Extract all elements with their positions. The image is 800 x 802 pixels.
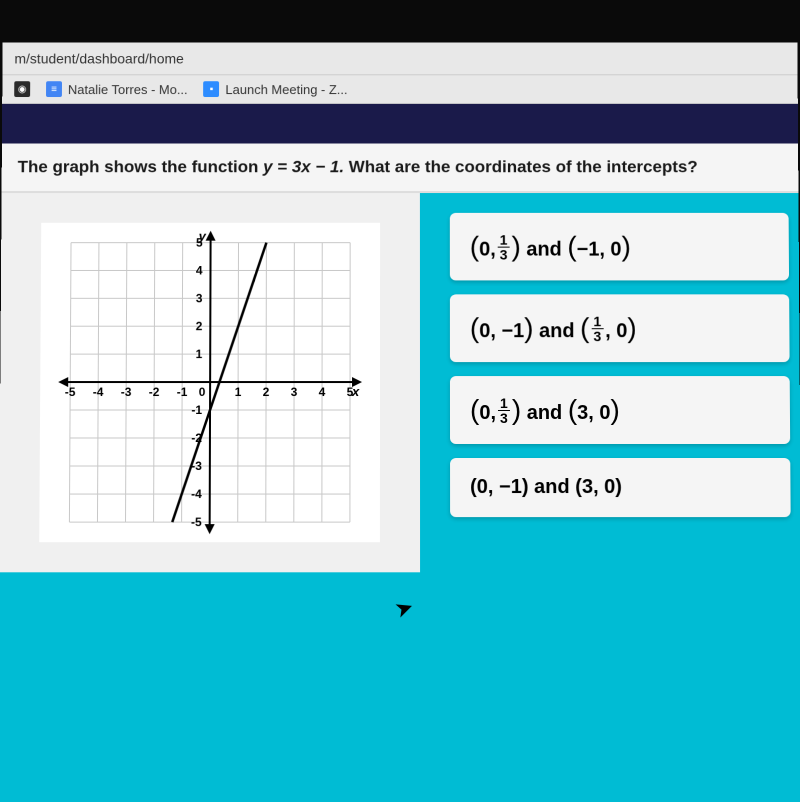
graph: -5-4-3-2-10123451-12-23-34-45-5yx bbox=[39, 223, 380, 542]
svg-text:-1: -1 bbox=[191, 403, 202, 417]
content-area: -5-4-3-2-10123451-12-23-34-45-5yx (0, 13… bbox=[0, 193, 800, 572]
svg-text:4: 4 bbox=[319, 385, 326, 399]
svg-text:1: 1 bbox=[196, 347, 203, 361]
svg-text:-4: -4 bbox=[93, 385, 104, 399]
svg-text:3: 3 bbox=[196, 291, 203, 305]
bookmarks-bar: ◉ ≡ Natalie Torres - Mo... ▪ Launch Meet… bbox=[2, 75, 798, 104]
svg-text:x: x bbox=[351, 384, 360, 399]
bookmark-label: Launch Meeting - Z... bbox=[225, 82, 347, 97]
svg-text:-2: -2 bbox=[149, 385, 160, 399]
screen: m/student/dashboard/home ◉ ≡ Natalie Tor… bbox=[0, 43, 800, 802]
graph-panel: -5-4-3-2-10123451-12-23-34-45-5yx bbox=[0, 193, 420, 572]
url-bar[interactable]: m/student/dashboard/home bbox=[2, 43, 797, 76]
answer-option-3[interactable]: (0, −1) and (3, 0) bbox=[450, 458, 791, 517]
svg-text:-3: -3 bbox=[121, 385, 132, 399]
svg-text:2: 2 bbox=[196, 319, 203, 333]
svg-text:-5: -5 bbox=[191, 515, 202, 529]
svg-text:1: 1 bbox=[235, 385, 242, 399]
svg-text:-5: -5 bbox=[65, 385, 76, 399]
answer-option-1[interactable]: (0, −1) and (13, 0) bbox=[450, 294, 790, 362]
doc-icon: ≡ bbox=[46, 81, 62, 97]
zoom-icon: ▪ bbox=[204, 81, 220, 97]
bookmark-label: Natalie Torres - Mo... bbox=[68, 82, 188, 97]
header-strip bbox=[2, 104, 798, 144]
svg-text:-4: -4 bbox=[191, 487, 202, 501]
svg-text:2: 2 bbox=[263, 385, 270, 399]
svg-text:4: 4 bbox=[196, 263, 203, 277]
bookmark-natalie[interactable]: ≡ Natalie Torres - Mo... bbox=[46, 81, 188, 97]
answer-option-2[interactable]: (0, 13) and (3, 0) bbox=[450, 376, 790, 444]
answers: (0, 13) and (−1, 0) (0, −1) and (13, 0) (0… bbox=[440, 193, 800, 572]
svg-text:0: 0 bbox=[199, 385, 206, 399]
cursor-icon: ➤ bbox=[391, 593, 417, 624]
pbs-icon[interactable]: ◉ bbox=[14, 81, 30, 97]
answer-option-0[interactable]: (0, 13) and (−1, 0) bbox=[450, 213, 789, 281]
question-text: The graph shows the function y = 3x − 1.… bbox=[2, 144, 799, 194]
svg-text:y: y bbox=[198, 229, 207, 244]
graph-svg: -5-4-3-2-10123451-12-23-34-45-5yx bbox=[39, 223, 380, 542]
svg-text:3: 3 bbox=[291, 385, 298, 399]
bookmark-zoom[interactable]: ▪ Launch Meeting - Z... bbox=[204, 81, 348, 97]
svg-text:-1: -1 bbox=[177, 385, 188, 399]
